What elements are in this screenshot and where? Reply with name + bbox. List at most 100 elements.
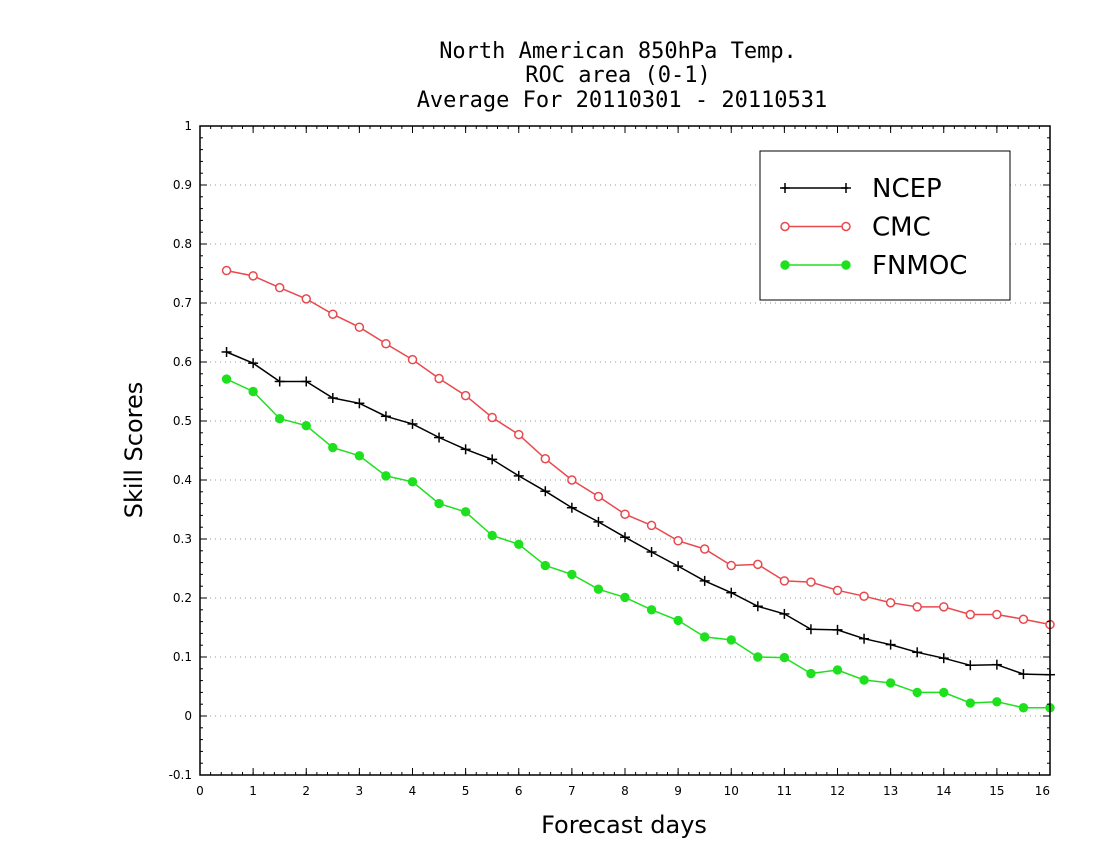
series-fnmoc [221,374,1055,713]
data-point-cmc [381,338,391,349]
data-point-ncep [965,660,976,671]
y-tick-label: 1 [184,119,192,133]
x-tick-label: 14 [936,784,951,798]
data-point-fnmoc [832,665,843,675]
chart-title-line-2: ROC area (0-1) [525,63,710,88]
data-point-cmc [673,536,683,546]
data-point-cmc [328,309,338,319]
data-point-fnmoc [939,687,949,698]
data-point-ncep [859,633,870,644]
data-point-cmc [221,265,232,276]
x-tick-label: 16 [1035,784,1050,798]
legend-box [759,150,1011,301]
x-tick-label: 2 [302,784,310,798]
data-point-fnmoc [514,539,524,550]
data-point-fnmoc [248,386,258,397]
data-point-ncep [434,432,445,443]
data-point-ncep [726,587,737,598]
legend-marker-ncep [780,183,790,193]
axis-ticks: -0.100.10.20.30.40.50.60.70.80.910 1 2 3 4 5 6… [169,119,1051,798]
data-point-ncep [699,575,710,586]
y-tick-label: 0 [184,709,192,723]
x-axis-title: Forecast days [541,811,707,839]
legend-item-ncep: NCEP [780,174,942,204]
data-point-fnmoc [593,584,604,594]
data-point-ncep [673,561,684,572]
y-tick-label: 0.6 [173,355,192,369]
data-point-fnmoc [274,413,285,424]
data-point-ncep [885,639,896,650]
data-point-fnmoc [1018,703,1029,713]
data-point-cmc [487,412,497,423]
y-axis-title: Skill Scores [120,382,148,519]
data-point-cmc [992,609,1002,620]
data-point-cmc [832,585,843,596]
legend: NCEP CMC FNMOC [759,150,1011,301]
data-point-cmc [540,454,551,464]
data-point-fnmoc [487,530,497,541]
data-point-cmc [620,509,630,519]
data-point-ncep [938,653,949,664]
y-tick-label: -0.1 [169,768,192,782]
legend-item-fnmoc: FNMOC [780,251,967,281]
data-point-ncep [248,358,259,369]
data-point-fnmoc [726,635,736,645]
series-cmc [221,265,1055,630]
data-point-cmc [753,559,763,570]
legend-marker-cmc [841,221,851,232]
data-point-ncep [912,647,923,658]
data-point-ncep [354,398,365,409]
data-point-fnmoc [221,374,232,384]
data-point-fnmoc [806,668,816,679]
data-point-fnmoc [992,697,1002,707]
data-point-fnmoc [965,698,976,708]
data-point-fnmoc [301,421,311,431]
y-tick-label: 0.1 [173,650,192,664]
data-point-ncep [991,659,1002,670]
data-point-fnmoc [779,652,790,663]
data-point-cmc [567,475,577,485]
y-tick-label: 0.7 [173,296,192,310]
data-point-ncep [805,624,816,635]
data-point-ncep [460,444,471,455]
y-tick-label: 0.5 [173,414,192,428]
data-point-cmc [885,597,896,608]
y-tick-label: 0.8 [173,237,192,251]
data-point-ncep [646,546,657,557]
data-point-ncep [487,454,498,465]
data-point-fnmoc [567,569,577,580]
x-tick-label: 6 [515,784,523,798]
data-point-fnmoc [753,652,763,662]
x-tick-label: 15 [989,784,1004,798]
data-point-cmc [859,591,869,601]
legend-marker-ncep [841,183,851,193]
data-point-ncep [752,601,763,612]
legend-label-ncep: NCEP [872,174,942,204]
series-line-ncep [226,351,1051,676]
data-point-fnmoc [434,498,444,509]
data-point-fnmoc [407,477,418,487]
data-point-ncep [540,486,551,497]
x-tick-label: 3 [356,784,364,798]
data-point-ncep [1018,669,1029,680]
data-point-cmc [593,491,604,502]
data-point-fnmoc [912,687,922,698]
legend-label-fnmoc: FNMOC [872,251,967,281]
data-point-ncep [221,346,232,357]
data-point-cmc [460,390,471,401]
x-tick-label: 9 [674,784,682,798]
data-point-fnmoc [673,615,683,626]
data-point-ncep [566,502,577,513]
x-tick-label: 8 [621,784,629,798]
data-point-ncep [832,624,843,635]
data-point-cmc [939,602,949,612]
data-point-cmc [354,322,365,332]
x-tick-label: 7 [568,784,576,798]
data-point-ncep [380,411,391,422]
data-point-ncep [513,470,524,481]
y-tick-label: 0.9 [173,178,192,192]
chart-title-line-1: North American 850hPa Temp. [439,39,797,64]
data-point-fnmoc [699,632,710,642]
series-line-cmc [226,269,1051,626]
